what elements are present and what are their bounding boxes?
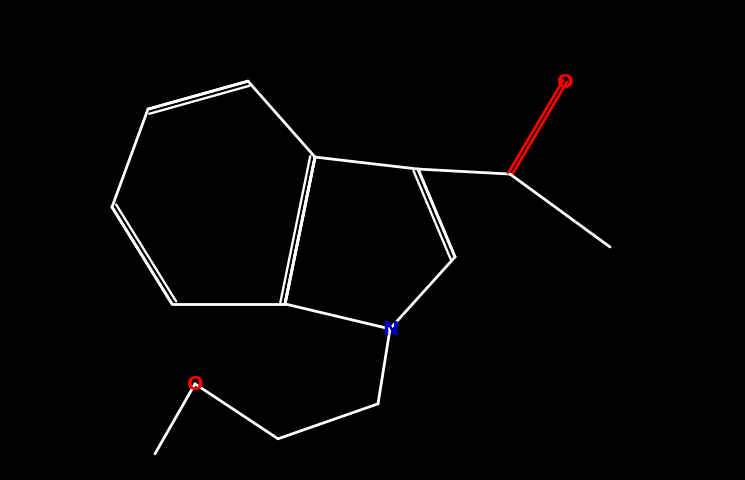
Text: N: N — [382, 320, 398, 339]
Text: O: O — [557, 72, 574, 92]
Text: O: O — [187, 374, 203, 394]
